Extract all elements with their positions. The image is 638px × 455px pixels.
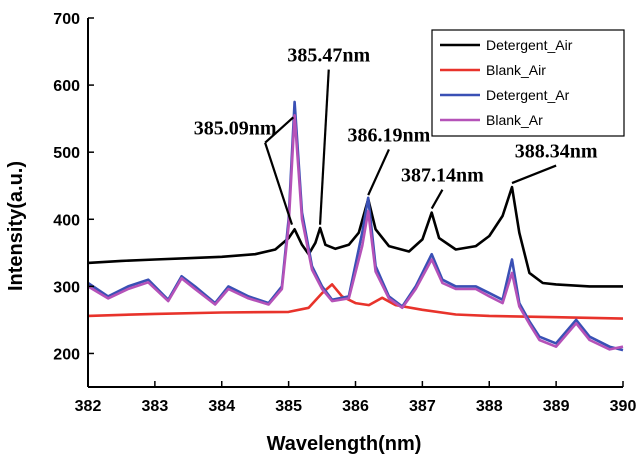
x-tick-label: 390 xyxy=(610,398,637,415)
legend-label: Detergent_Ar xyxy=(486,87,570,103)
annotation-arrow xyxy=(367,148,390,196)
x-tick-label: 382 xyxy=(75,398,102,415)
series-line-blank-air xyxy=(87,283,624,320)
x-tick-label: 384 xyxy=(208,398,235,415)
peak-label: 388.34nm xyxy=(515,141,598,163)
y-tick-label: 500 xyxy=(53,145,80,162)
annotation-arrow xyxy=(511,164,557,185)
y-tick-label: 700 xyxy=(53,11,80,28)
x-tick-label: 389 xyxy=(543,398,570,415)
series-line-blank-ar xyxy=(87,114,624,351)
peak-label: 386.19nm xyxy=(348,124,431,146)
annotation-arrow xyxy=(318,69,330,225)
x-tick-label: 386 xyxy=(342,398,369,415)
y-axis-title: Intensity(a.u.) xyxy=(5,161,27,291)
y-tick-label: 300 xyxy=(53,279,80,296)
legend-label: Blank_Air xyxy=(486,62,546,78)
peak-annotations: 385.09nm 385.47nm 386.19nm 387.14nm 388.34nm xyxy=(194,45,598,225)
series-line-detergent-ar xyxy=(87,100,624,352)
axis-ticks: 382 383 384 385 386 387 388 389 390 200 300 400 500 6… xyxy=(53,11,636,415)
legend-label: Detergent_Air xyxy=(486,37,573,53)
peak-label: 387.14nm xyxy=(401,165,484,187)
legend-label: Blank_Ar xyxy=(486,112,543,128)
x-axis-title: Wavelength(nm) xyxy=(267,433,422,455)
x-tick-label: 385 xyxy=(275,398,302,415)
annotation-arrow xyxy=(430,189,444,210)
x-tick-label: 388 xyxy=(476,398,503,415)
x-tick-label: 383 xyxy=(142,398,169,415)
peak-label: 385.09nm xyxy=(194,118,277,140)
y-tick-label: 400 xyxy=(53,212,80,229)
legend-box xyxy=(431,29,625,137)
annotation-arrow xyxy=(264,142,294,225)
peak-label: 385.47nm xyxy=(287,45,370,67)
x-tick-label: 387 xyxy=(409,398,436,415)
y-tick-label: 200 xyxy=(53,346,80,363)
series-lines xyxy=(87,100,624,352)
y-tick-label: 600 xyxy=(53,78,80,95)
legend: Detergent_Air Blank_Air Detergent_Ar Blank_… xyxy=(431,29,625,137)
annotation-arrow xyxy=(264,116,295,144)
